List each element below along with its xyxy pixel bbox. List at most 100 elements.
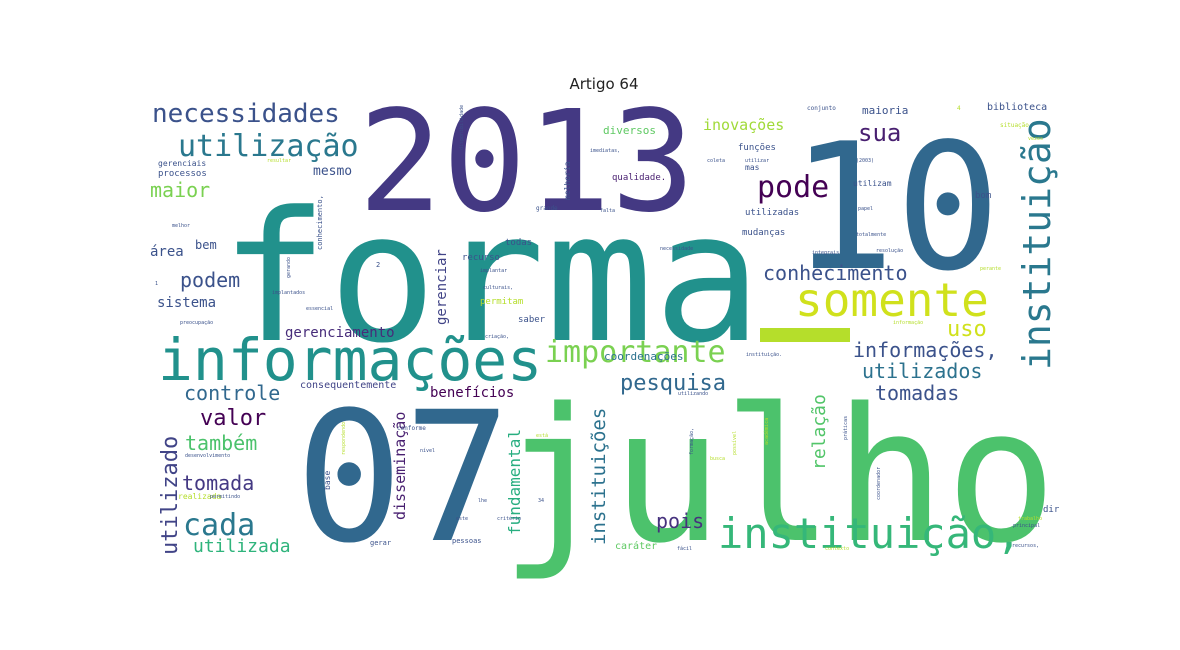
word-mark: pois <box>656 509 704 533</box>
word-mark: trabalho <box>1018 516 1042 522</box>
word-mark: podem <box>180 268 240 292</box>
word-mark: forma <box>220 174 762 383</box>
word-mark: 10 <box>790 107 1001 310</box>
word-mark: conhecimento, <box>316 195 324 250</box>
word-mark: inovações <box>703 116 784 134</box>
word-mark: 34 <box>538 498 544 504</box>
word-mark: mas <box>745 163 760 172</box>
word-mark: todas <box>505 238 532 248</box>
word-mark: melhoria <box>563 161 572 200</box>
word-mark: melhor <box>172 223 190 229</box>
word-mark: falta <box>600 208 615 214</box>
word-mark: cada <box>183 508 255 543</box>
word-mark: biblioteca <box>987 102 1047 113</box>
word-mark: saber <box>518 315 546 325</box>
word-mark: utilizando <box>678 391 708 397</box>
word-mark: importante <box>545 335 726 370</box>
word-mark: funções <box>738 143 776 153</box>
word-mark: culturais, <box>483 285 513 291</box>
word-mark: controle <box>184 381 280 405</box>
word-mark: fundamental <box>505 429 524 535</box>
word-mark: pessoas <box>452 537 482 545</box>
word-mark: pode <box>757 170 829 205</box>
word-mark: desenvolvimento <box>185 453 230 459</box>
word-mark: maior <box>150 178 210 202</box>
chart-title: Artigo 64 <box>569 75 639 93</box>
word-mark: conhecimento <box>763 261 908 285</box>
word-mark: respondendo <box>341 422 347 455</box>
word-mark: informação <box>893 320 923 326</box>
word-mark: área <box>150 244 184 260</box>
word-mark: benefícios <box>430 385 514 401</box>
word-mark: sistema <box>157 295 216 311</box>
word-mark: possível <box>731 431 738 455</box>
word-mark: implantar <box>480 268 507 274</box>
word-mark: utilizam <box>853 179 892 188</box>
word-mark: tomadas <box>875 381 959 405</box>
word-mark: totalmente <box>856 232 886 238</box>
word-mark: papel <box>858 206 873 212</box>
word-mark: integrais <box>812 250 839 256</box>
word-mark: dir <box>1043 505 1060 515</box>
word-mark: essencial <box>306 306 333 312</box>
word-mark: criação, <box>485 334 509 340</box>
word-mark: instituição, <box>718 509 1021 558</box>
word-mark: implantados <box>272 290 305 296</box>
word-mark: somente <box>795 273 989 327</box>
word-mark: gerenciar <box>434 249 450 325</box>
word-mark: caráter <box>615 540 657 552</box>
word-mark: práticas <box>842 416 849 440</box>
word-mark: situação <box>1000 122 1029 129</box>
word-mark: disseminação <box>391 412 409 520</box>
word-mark: tomada <box>182 471 254 495</box>
word-mark: grande <box>536 205 558 212</box>
word-mark: utilizar <box>745 158 769 164</box>
word-mark: mudanças <box>742 228 785 238</box>
word-mark: mesmo <box>313 164 352 179</box>
word-mark: julho <box>500 368 1057 584</box>
word-mark: gerando <box>286 257 292 278</box>
word-mark: coleta <box>707 158 725 164</box>
word-mark: conjunto <box>807 105 836 112</box>
word-mark: resolução <box>876 248 903 254</box>
word-mark: coordenador <box>876 467 882 500</box>
word-mark: formação, <box>689 428 695 455</box>
word-mark: lhe <box>478 498 487 504</box>
word-mark: permitam <box>480 297 523 307</box>
word-mark: utilizado <box>158 436 183 555</box>
word-mark: uso <box>947 317 987 342</box>
word-mark: utilização <box>178 129 359 164</box>
word-mark: preocupação <box>180 320 213 326</box>
word-mark: gerenciamento <box>285 325 395 341</box>
word-mark: nível <box>420 447 435 454</box>
word-mark: critério <box>497 515 521 522</box>
word-mark: diversos <box>603 124 656 137</box>
word-mark: fácil <box>677 545 692 552</box>
word-mark: informações, <box>853 338 998 362</box>
word-mark: 1 <box>155 281 158 287</box>
word-mark: este <box>456 516 468 522</box>
word-mark: também <box>185 431 257 455</box>
word-mark: maioria <box>862 104 908 117</box>
word-mark: recursos, <box>1012 543 1039 549</box>
word-mark: disponibilidade <box>459 105 465 150</box>
word-mark: 07 <box>295 374 512 583</box>
word-mark: permitindo <box>210 494 240 500</box>
word-mark: informações <box>158 326 542 394</box>
word-mark: (2003) <box>856 158 874 164</box>
word-mark: perante <box>980 266 1001 272</box>
word-mark: principal <box>1013 523 1040 529</box>
word-mark: gerar <box>370 539 391 547</box>
word-mark: contexto <box>825 546 849 552</box>
word-mark: coordenações <box>604 350 683 363</box>
word-mark: acadêmica <box>763 418 770 445</box>
word-mark: utilizada <box>193 536 291 557</box>
word-mark: 2 <box>376 261 380 269</box>
word-mark: pesquisa <box>620 371 726 396</box>
word-mark: conforme <box>397 425 426 432</box>
word-mark: imediatas, <box>590 148 620 154</box>
word-mark: necessidades <box>152 99 340 129</box>
word-mark: utilizadas <box>745 208 799 218</box>
word-mark: busca <box>710 456 725 462</box>
